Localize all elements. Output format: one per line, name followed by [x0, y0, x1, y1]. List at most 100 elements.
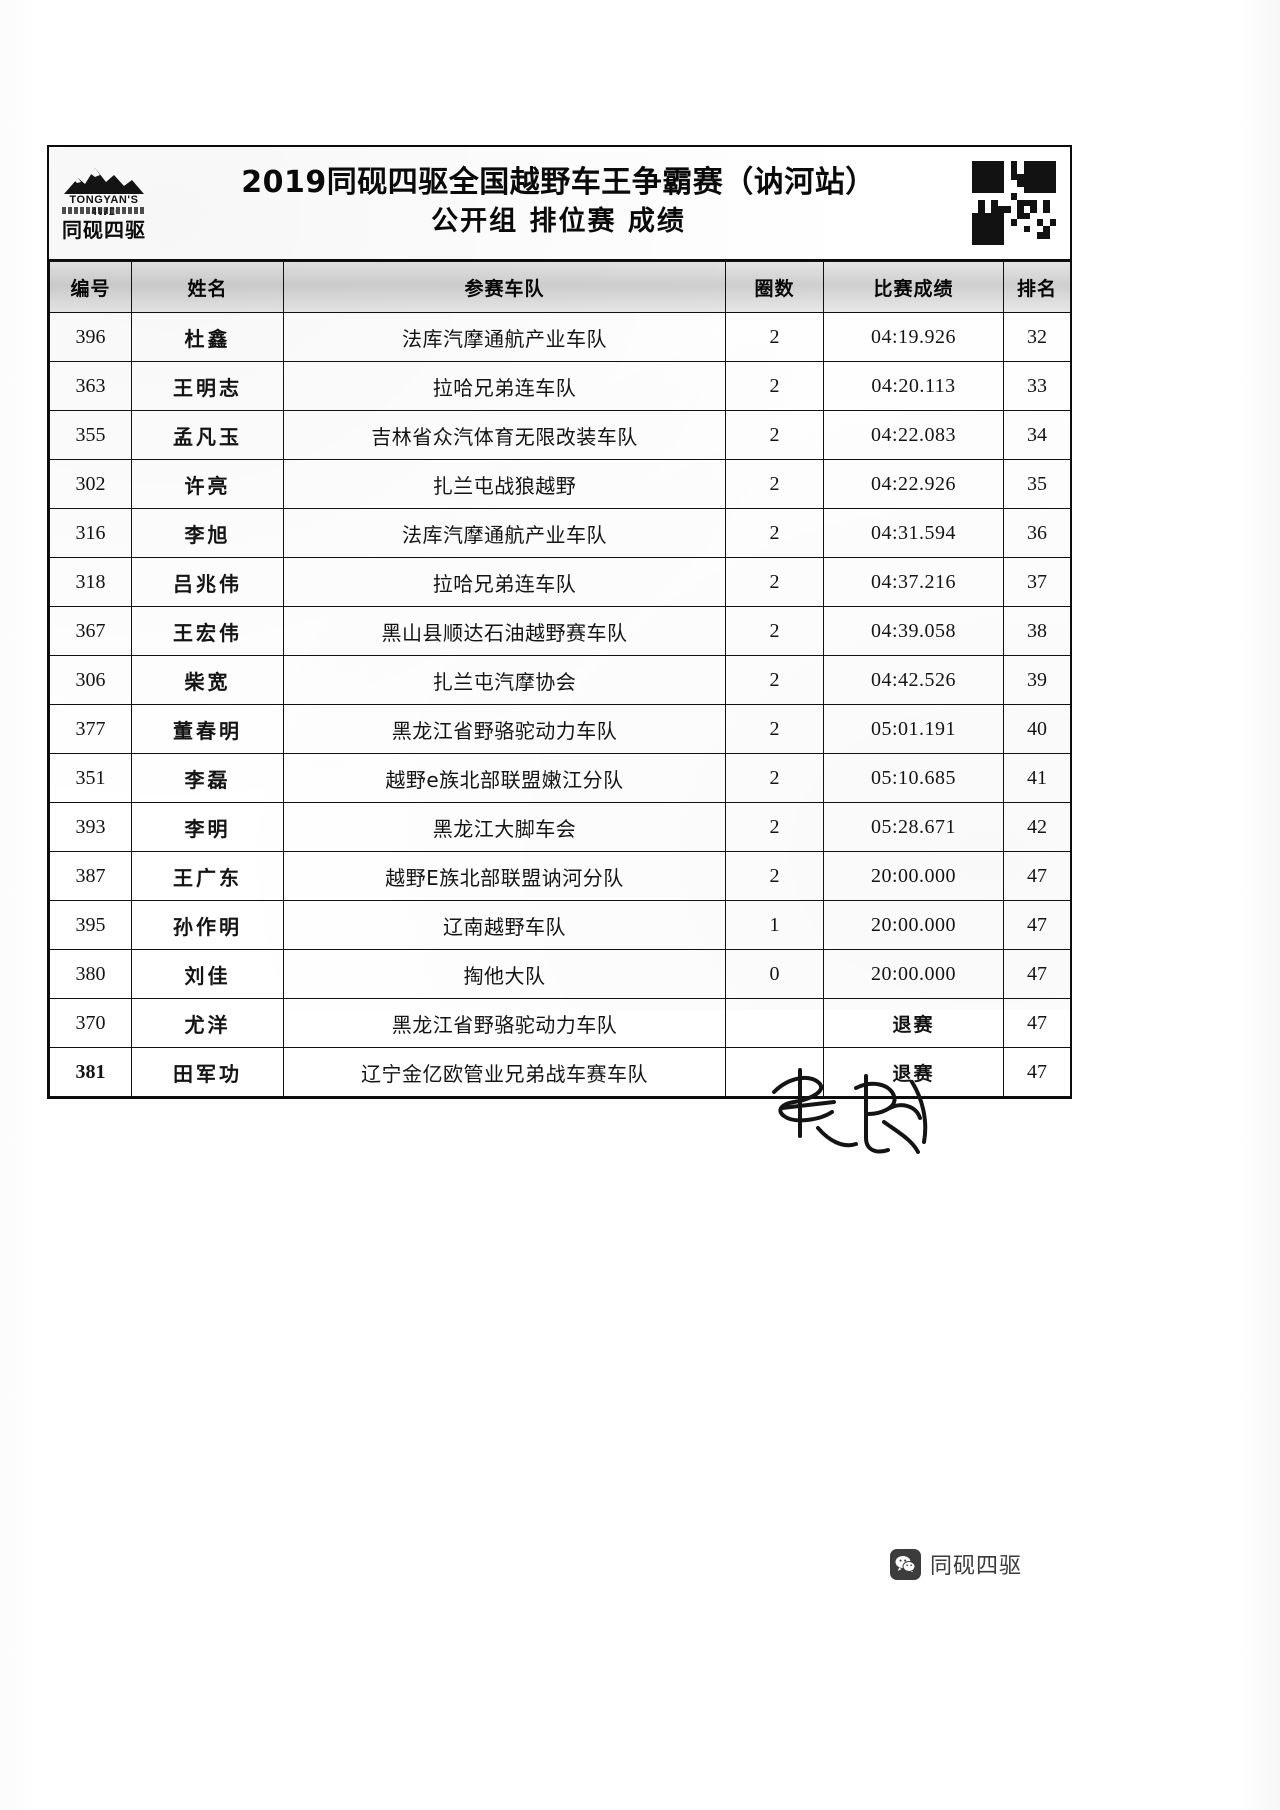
cell-rank: 47: [1003, 949, 1071, 999]
cell-number: 355: [49, 410, 132, 460]
cell-laps: [725, 998, 824, 1048]
cell-team: 扎兰屯汽摩协会: [283, 655, 726, 705]
column-header-number: 编号: [49, 261, 132, 313]
cell-team: 黑龙江省野骆驼动力车队: [283, 998, 726, 1048]
cell-name: 王明志: [131, 361, 284, 411]
cell-time: 04:22.083: [823, 410, 1004, 460]
results-table: 编号 姓名 参赛车队 圈数 比赛成绩 排名 396 杜鑫 法库汽摩通航产业车队 2 04…: [49, 261, 1071, 1097]
cell-name: 尤洋: [131, 998, 284, 1048]
cell-number: 302: [49, 459, 132, 509]
column-header-laps: 圈数: [725, 261, 824, 313]
event-subtitle: 公开组 排位赛 成绩: [431, 206, 686, 237]
results-body: 396 杜鑫 法库汽摩通航产业车队 2 04:19.926 32 363 王明志 拉哈兄弟连车队…: [49, 312, 1071, 1097]
event-logo-cell: TONGYAN'S 4WD 同砚四驱: [49, 147, 159, 259]
cell-number: 318: [49, 557, 132, 607]
table-row: 370 尤洋 黑龙江省野骆驼动力车队 退赛 47: [49, 998, 1071, 1048]
title-cell: 2019同砚四驱全国越野车王争霸赛（讷河站） 公开组 排位赛 成绩: [159, 147, 958, 259]
sheet-header: TONGYAN'S 4WD 同砚四驱 2019同砚四驱全国越野车王争霸赛（讷河站…: [49, 147, 1070, 261]
cell-number: 380: [49, 949, 132, 999]
cell-laps: 2: [725, 851, 824, 901]
cell-number: 351: [49, 753, 132, 803]
cell-number: 396: [49, 312, 132, 362]
cell-rank: 47: [1003, 900, 1071, 950]
cell-rank: 39: [1003, 655, 1071, 705]
cell-rank: 40: [1003, 704, 1071, 754]
cell-time: 05:28.671: [823, 802, 1004, 852]
logo-chinese-text: 同砚四驱: [62, 218, 146, 242]
table-row: 396 杜鑫 法库汽摩通航产业车队 2 04:19.926 32: [49, 312, 1071, 362]
column-header-time: 比赛成绩: [823, 261, 1004, 313]
cell-name: 柴宽: [131, 655, 284, 705]
cell-team: 拉哈兄弟连车队: [283, 557, 726, 607]
cell-name: 吕兆伟: [131, 557, 284, 607]
handwritten-signature: [772, 1068, 928, 1154]
cell-time: 05:10.685: [823, 753, 1004, 803]
cell-time: 04:19.926: [823, 312, 1004, 362]
event-title: 2019同砚四驱全国越野车王争霸赛（讷河站）: [241, 165, 876, 200]
table-row: 381 田军功 辽宁金亿欧管业兄弟战车赛车队 退赛 47: [49, 1047, 1071, 1097]
cell-laps: 2: [725, 459, 824, 509]
cell-team: 拉哈兄弟连车队: [283, 361, 726, 411]
cell-laps: [725, 1047, 824, 1097]
logo-latin-text: TONGYAN'S 4WD: [69, 194, 139, 218]
cell-team: 越野E族北部联盟讷河分队: [283, 851, 726, 901]
cell-rank: 42: [1003, 802, 1071, 852]
cell-time: 20:00.000: [823, 900, 1004, 950]
cell-name: 孟凡玉: [131, 410, 284, 460]
cell-laps: 2: [725, 312, 824, 362]
cell-name: 李明: [131, 802, 284, 852]
cell-time: 04:37.216: [823, 557, 1004, 607]
cell-team: 黑龙江省野骆驼动力车队: [283, 704, 726, 754]
wechat-watermark: 同砚四驱: [890, 1548, 1022, 1580]
cell-number: 363: [49, 361, 132, 411]
table-row: 395 孙作明 辽南越野车队 1 20:00.000 47: [49, 900, 1071, 950]
cell-number: 370: [49, 998, 132, 1048]
cell-team: 吉林省众汽体育无限改装车队: [283, 410, 726, 460]
cell-team: 越野e族北部联盟嫩江分队: [283, 753, 726, 803]
cell-name: 李旭: [131, 508, 284, 558]
cell-rank: 36: [1003, 508, 1071, 558]
cell-team: 掏他大队: [283, 949, 726, 999]
cell-name: 孙作明: [131, 900, 284, 950]
cell-name: 杜鑫: [131, 312, 284, 362]
cell-name: 田军功: [131, 1047, 284, 1097]
cell-name: 刘佳: [131, 949, 284, 999]
cell-number: 316: [49, 508, 132, 558]
cell-rank: 47: [1003, 851, 1071, 901]
cell-number: 377: [49, 704, 132, 754]
cell-laps: 2: [725, 557, 824, 607]
cell-laps: 0: [725, 949, 824, 999]
cell-number: 395: [49, 900, 132, 950]
cell-team: 扎兰屯战狼越野: [283, 459, 726, 509]
cell-time: 04:39.058: [823, 606, 1004, 656]
cell-rank: 38: [1003, 606, 1071, 656]
table-row: 393 李明 黑龙江大脚车会 2 05:28.671 42: [49, 802, 1071, 852]
cell-laps: 1: [725, 900, 824, 950]
cell-rank: 37: [1003, 557, 1071, 607]
qr-cell: [958, 147, 1070, 259]
column-header-team: 参赛车队: [283, 261, 726, 313]
wechat-icon: [890, 1548, 921, 1580]
cell-team: 法库汽摩通航产业车队: [283, 508, 726, 558]
watermark-label: 同砚四驱: [930, 1554, 1023, 1579]
cell-laps: 2: [725, 753, 824, 803]
column-header-rank: 排名: [1003, 261, 1071, 313]
cell-team: 法库汽摩通航产业车队: [283, 312, 726, 362]
table-row: 367 王宏伟 黑山县顺达石油越野赛车队 2 04:39.058 38: [49, 606, 1071, 656]
column-header-name: 姓名: [131, 261, 284, 313]
results-sheet: TONGYAN'S 4WD 同砚四驱 2019同砚四驱全国越野车王争霸赛（讷河站…: [47, 145, 1072, 1099]
table-row: 380 刘佳 掏他大队 0 20:00.000 47: [49, 949, 1071, 999]
cell-name: 董春明: [131, 704, 284, 754]
cell-time: 退赛: [823, 998, 1004, 1048]
table-row: 316 李旭 法库汽摩通航产业车队 2 04:31.594 36: [49, 508, 1071, 558]
cell-time: 20:00.000: [823, 851, 1004, 901]
cell-laps: 2: [725, 802, 824, 852]
cell-time: 04:20.113: [823, 361, 1004, 411]
table-row: 318 吕兆伟 拉哈兄弟连车队 2 04:37.216 37: [49, 557, 1071, 607]
tongyan-4wd-logo-icon: TONGYAN'S 4WD 同砚四驱: [56, 160, 152, 246]
table-row: 377 董春明 黑龙江省野骆驼动力车队 2 05:01.191 40: [49, 704, 1071, 754]
cell-number: 306: [49, 655, 132, 705]
cell-rank: 47: [1003, 998, 1071, 1048]
cell-time: 04:42.526: [823, 655, 1004, 705]
